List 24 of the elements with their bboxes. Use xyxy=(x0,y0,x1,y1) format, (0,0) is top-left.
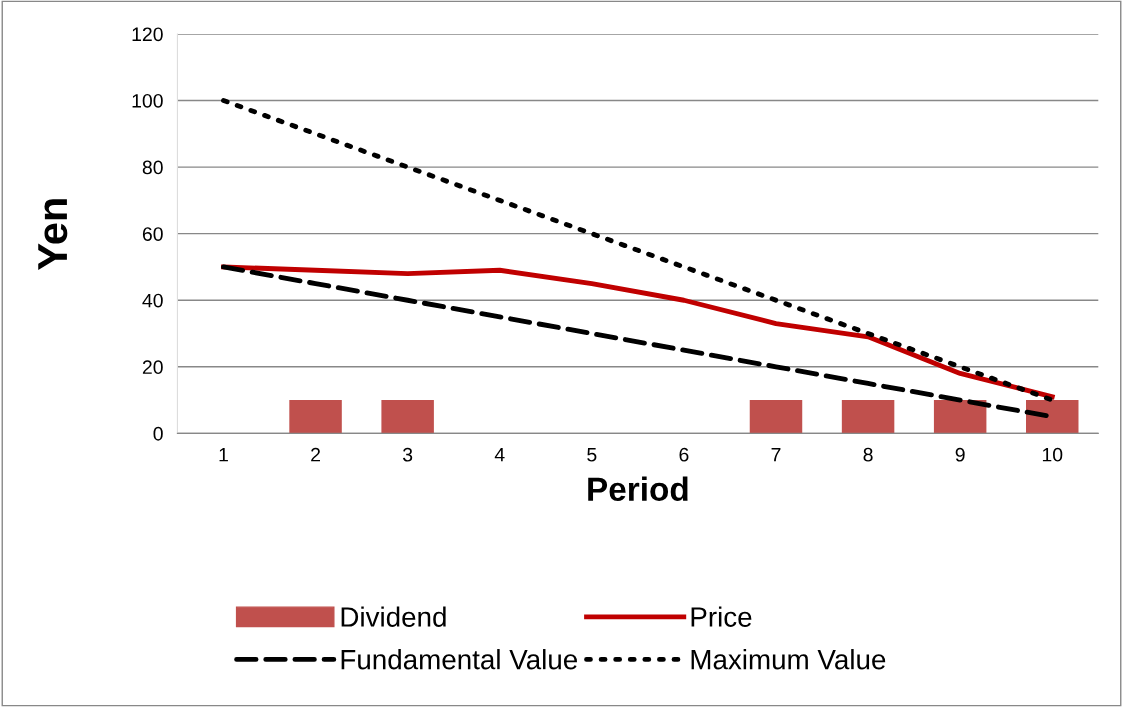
y-axis-title: Yen xyxy=(38,199,68,271)
legend-label: Maximum Value xyxy=(691,649,886,670)
x-tick-label: 7 xyxy=(771,447,781,462)
x-tick-label: 2 xyxy=(311,447,320,462)
y-tick-label: 100 xyxy=(132,93,163,108)
y-tick-label: 60 xyxy=(142,227,163,241)
y-tick-label: 120 xyxy=(132,27,163,42)
x-axis-title: Period xyxy=(588,476,688,501)
x-tick-label: 1 xyxy=(219,447,228,462)
y-tick-label: 80 xyxy=(142,160,163,175)
legend-label: Dividend xyxy=(341,606,446,627)
x-tick-label: 8 xyxy=(863,447,873,462)
x-tick-label: 5 xyxy=(587,447,597,462)
line-series xyxy=(221,98,1055,403)
y-tick-label: 20 xyxy=(142,360,163,375)
x-tick-label: 6 xyxy=(679,447,689,462)
x-tick-label: 3 xyxy=(402,447,413,462)
x-tick-label: 10 xyxy=(1042,447,1063,462)
y-tick-label: 40 xyxy=(142,293,163,308)
y-tick-label: 0 xyxy=(153,426,163,441)
legend-label: Price xyxy=(691,606,752,627)
x-tick-label: 4 xyxy=(494,447,505,462)
legend-label: Fundamental Value xyxy=(341,649,577,670)
x-tick-label: 9 xyxy=(955,447,965,462)
